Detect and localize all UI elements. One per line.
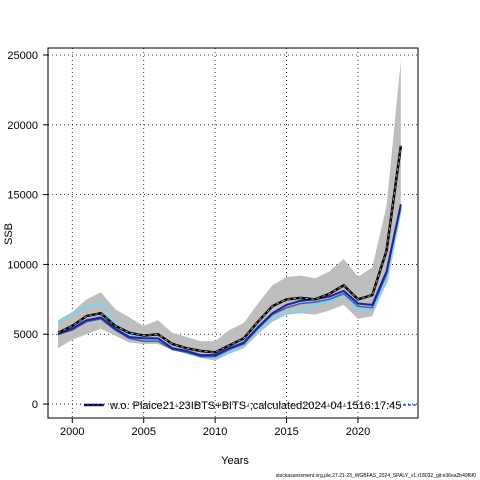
series-line-dark-blue [57,204,402,357]
y-tick-label: 5000 [14,329,38,341]
x-tick-label: 2020 [346,426,370,438]
source-footnote: stockassessment.org,ple.27.21-23_WGBFAS_… [276,473,476,479]
axis-ticks: 2000 2005 2010 2015 2020 0 5000 10000 15000 20000… [7,50,370,438]
x-tick-label: 2010 [203,426,227,438]
y-tick-label: 15000 [7,190,38,202]
confidence-band [58,60,401,361]
y-tick-label: 20000 [7,120,38,132]
series-line-estimate-dash [57,145,402,353]
series-lines-layer [57,145,403,360]
y-tick-label: 0 [32,399,38,411]
y-axis-title: SSB [3,223,15,245]
y-tick-label: 10000 [7,259,38,271]
legend-entry-label: w.o. Plaice21-23IBTS+BITS-;calculated202… [109,400,401,412]
x-tick-label: 2000 [60,426,84,438]
plot-frame [47,47,419,419]
x-tick-label: 2005 [131,426,155,438]
legend: w.o. Plaice21-23IBTS+BITS-;calculated202… [84,400,416,412]
x-axis-title: Years [221,455,249,467]
series-line-blue [57,205,402,358]
y-tick-label: 25000 [7,50,38,62]
grid-lines [48,48,418,418]
confidence-band-layer [58,60,401,361]
x-tick-label: 2015 [274,426,298,438]
